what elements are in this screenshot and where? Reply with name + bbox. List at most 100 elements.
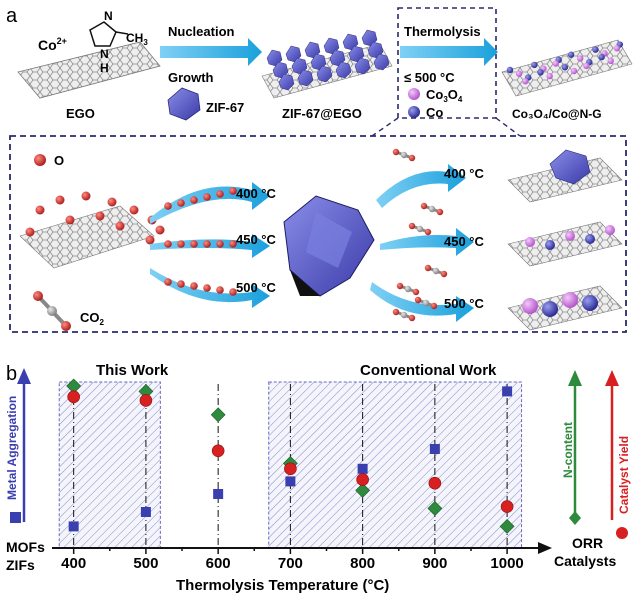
x-tick-label: 400 [61, 555, 86, 572]
ligand-n-label: N [104, 9, 113, 23]
metal-aggregation-point [502, 386, 513, 397]
migrating-oxygen [203, 284, 211, 292]
zif67-label: ZIF-67 [206, 100, 244, 115]
n-content-point [427, 500, 443, 516]
product-particle [583, 62, 590, 70]
zif67-small-crystal [335, 61, 352, 79]
zif67-crystal-icon [167, 87, 201, 121]
oxygen-atom [95, 211, 105, 221]
nanoparticle [525, 237, 535, 247]
right-product-sheets [507, 149, 623, 331]
thermolysis-arrow [400, 38, 498, 66]
product-particle [567, 51, 575, 58]
n-content-point [210, 407, 226, 423]
product-sheet [507, 221, 623, 267]
x-tick-label: 1000 [490, 555, 523, 572]
product-particle [537, 69, 544, 76]
metal-aggregation-point [68, 521, 79, 532]
nanoparticle [542, 301, 558, 317]
migrating-oxygen [177, 199, 185, 207]
incoming-arrows: 400 °C 450 °C 500 °C [150, 182, 277, 308]
co2-legend-label: CO2 [80, 310, 105, 327]
co2-molecule [392, 148, 416, 162]
oxygen-atom [81, 191, 91, 201]
left-ego-sheet [19, 191, 165, 269]
x-tick-label: 600 [206, 555, 231, 572]
catalyst-yield-point [356, 473, 369, 486]
migrating-oxygen [203, 193, 211, 201]
co2-molecule [408, 222, 432, 236]
incoming-arrow [150, 268, 270, 308]
x-tick-label: 700 [278, 555, 303, 572]
zif67-small-crystal [316, 65, 333, 83]
co-legend-label: Co [426, 105, 443, 120]
outgoing-temp-label: 400 °C [444, 166, 485, 181]
co3o4-legend-label: Co3O4 [426, 87, 463, 104]
n-content-point [66, 378, 82, 394]
product-particle [576, 55, 584, 62]
mechanism-box [9, 135, 627, 333]
n-content-diamond-icon [569, 511, 581, 525]
catalyst-yield-circle-icon [616, 527, 628, 539]
metal-aggregation-point [429, 444, 440, 454]
x-axis-title: Thermolysis Temperature (°C) [176, 577, 389, 594]
thermolysis-label: Thermolysis [404, 24, 481, 39]
migrating-oxygen [216, 190, 224, 198]
product-particle [561, 64, 569, 71]
ligand-ch3-label: CH3 [126, 31, 148, 47]
metal-aggregation-label: Metal Aggregation [5, 396, 19, 500]
this-work-region [58, 381, 161, 549]
connector-right [495, 117, 521, 137]
zif67-small-crystal [278, 73, 295, 91]
imidazole-ring-icon [89, 21, 117, 47]
zif67-small-crystal [354, 57, 371, 75]
catalyst-yield-point [284, 462, 297, 476]
product-particle [552, 60, 560, 67]
metal-aggregation-point [140, 507, 151, 517]
x-axis-arrowhead [538, 542, 552, 554]
catalyst-yield-point [139, 394, 153, 407]
incoming-temp-label: 450 °C [236, 232, 277, 247]
mofs-label: MOFs [6, 539, 45, 555]
product-particle [522, 77, 529, 85]
outgoing-arrow [380, 228, 474, 256]
connector-left [371, 117, 399, 137]
n-content-point [499, 518, 515, 534]
migrating-oxygen [164, 278, 172, 286]
zif67-small-crystal [297, 69, 314, 87]
nucleation-arrow [160, 38, 262, 66]
migrating-oxygen [216, 240, 224, 248]
conventional-work-label: Conventional Work [360, 362, 497, 379]
remaining-zif67 [549, 149, 591, 185]
outgoing-arrows: 400 °C 450 °C 500 °C [370, 164, 485, 322]
n-content-label: N-content [561, 422, 575, 478]
catalyst-yield-label: Catalyst Yield [617, 436, 631, 514]
oxygen-atom [35, 205, 45, 215]
product-particle [546, 72, 553, 80]
co2-molecule [414, 296, 438, 310]
oxygen-atom [129, 205, 139, 215]
central-zif67-polyhedron [283, 195, 375, 297]
ligand-nh-label: N [100, 47, 109, 61]
oxygen-atom [155, 225, 165, 235]
this-work-label: This Work [96, 362, 169, 379]
migrating-oxygen [164, 202, 172, 210]
zif67-small-crystal [373, 53, 390, 71]
ego-label: EGO [66, 106, 95, 121]
orr-label: ORR [572, 535, 603, 551]
o-legend-dot [34, 154, 46, 166]
migrating-oxygen [177, 240, 185, 248]
co2-molecules [392, 148, 448, 322]
zifs-label: ZIFs [6, 557, 35, 573]
nanoparticle [585, 234, 595, 244]
metal-aggregation-arrowhead [17, 368, 31, 384]
nanoparticle [545, 240, 555, 250]
n-content-arrowhead [568, 370, 582, 386]
oxygen-atom [55, 195, 65, 205]
co2-legend-icon [33, 291, 71, 331]
incoming-temp-label: 400 °C [236, 186, 277, 201]
o-legend-label: O [54, 153, 64, 168]
x-tick-label: 500 [133, 555, 158, 572]
product-sheet [507, 285, 623, 331]
thermolysis-box [397, 7, 497, 119]
